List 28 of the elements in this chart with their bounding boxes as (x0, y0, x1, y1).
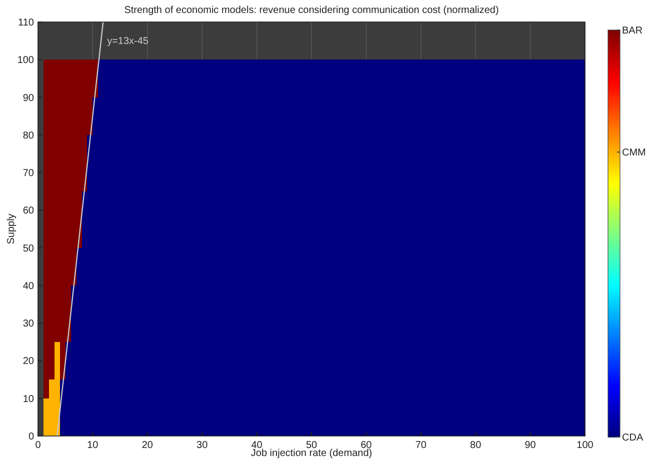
x-tick-label: 0 (35, 440, 42, 451)
color-bar-label: CDA (622, 432, 644, 444)
x-tick-label: 10 (87, 440, 99, 451)
x-tick-label: 70 (415, 440, 427, 451)
y-tick-label: 30 (22, 318, 34, 330)
x-tick-label: 100 (576, 440, 594, 451)
color-bar-label: BAR (622, 26, 643, 36)
x-tick-label: 80 (470, 440, 482, 451)
series-label: y=13x-45 (107, 36, 149, 47)
y-tick-label: 0 (28, 432, 34, 442)
color-bar-label: CMM (622, 148, 646, 159)
y-tick-label: 100 (17, 55, 34, 66)
y-tick-label: 10 (22, 394, 34, 405)
y-tick-label: 20 (22, 356, 34, 368)
y-tick-label: 50 (22, 243, 34, 254)
y-tick-label: 40 (22, 280, 34, 292)
x-tick-label: 20 (142, 440, 154, 451)
x-tick-label: 50 (306, 440, 318, 451)
y-tick-label: 60 (22, 206, 34, 217)
y-axis-title: Supply (6, 214, 17, 244)
y-tick-label: 90 (22, 92, 34, 104)
x-axis-title: Job injection rate (demand) (250, 448, 372, 459)
x-tick-label: 90 (524, 440, 536, 451)
y-tick-label: 80 (22, 130, 34, 142)
x-tick-label: 30 (196, 440, 208, 451)
y-tick-label: 70 (22, 168, 34, 180)
y-tick-label: 110 (18, 18, 34, 28)
chart-title: Strength of economic models: revenue considering communication cost (normalized) (124, 5, 499, 16)
